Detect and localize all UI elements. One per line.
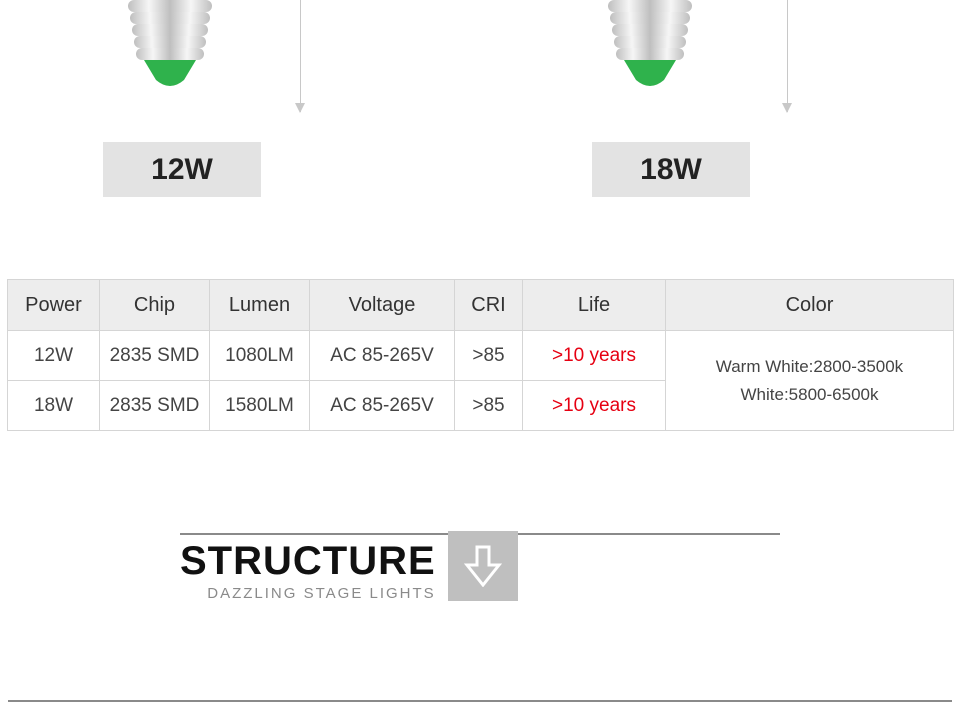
structure-subtitle: DAZZLING STAGE LIGHTS bbox=[180, 585, 436, 602]
cell-color: Warm White:2800-3500k White:5800-6500k bbox=[666, 331, 954, 431]
color-line-warm: Warm White:2800-3500k bbox=[666, 353, 953, 380]
cell-lumen: 1580LM bbox=[210, 381, 310, 431]
col-color: Color bbox=[666, 280, 954, 331]
cell-life: >10 years bbox=[523, 331, 666, 381]
bulb-base-left bbox=[110, 0, 320, 120]
cell-chip: 2835 SMD bbox=[100, 331, 210, 381]
bulb-tip-right bbox=[624, 60, 676, 86]
dimension-arrow-left bbox=[300, 0, 301, 112]
cell-chip: 2835 SMD bbox=[100, 381, 210, 431]
col-voltage: Voltage bbox=[310, 280, 455, 331]
spec-table-header-row: Power Chip Lumen Voltage CRI Life Color bbox=[8, 280, 954, 331]
structure-section: STRUCTURE DAZZLING STAGE LIGHTS bbox=[180, 533, 780, 602]
cell-voltage: AC 85-265V bbox=[310, 331, 455, 381]
dimension-arrow-right bbox=[787, 0, 788, 112]
down-arrow-icon bbox=[448, 531, 518, 601]
col-chip: Chip bbox=[100, 280, 210, 331]
cell-cri: >85 bbox=[455, 331, 523, 381]
col-lumen: Lumen bbox=[210, 280, 310, 331]
cell-lumen: 1080LM bbox=[210, 331, 310, 381]
col-cri: CRI bbox=[455, 280, 523, 331]
table-row: 12W 2835 SMD 1080LM AC 85-265V >85 >10 y… bbox=[8, 331, 954, 381]
structure-title: STRUCTURE bbox=[180, 541, 436, 581]
col-power: Power bbox=[8, 280, 100, 331]
wattage-badge-18w: 18W bbox=[592, 142, 750, 197]
spec-table: Power Chip Lumen Voltage CRI Life Color … bbox=[7, 279, 954, 431]
cell-power: 18W bbox=[8, 381, 100, 431]
wattage-badge-12w: 12W bbox=[103, 142, 261, 197]
bulb-tip-left bbox=[144, 60, 196, 86]
cell-life: >10 years bbox=[523, 381, 666, 431]
bottom-rule bbox=[8, 700, 952, 702]
bulb-base-right bbox=[590, 0, 800, 120]
color-line-white: White:5800-6500k bbox=[666, 381, 953, 408]
cell-cri: >85 bbox=[455, 381, 523, 431]
col-life: Life bbox=[523, 280, 666, 331]
cell-voltage: AC 85-265V bbox=[310, 381, 455, 431]
cell-power: 12W bbox=[8, 331, 100, 381]
